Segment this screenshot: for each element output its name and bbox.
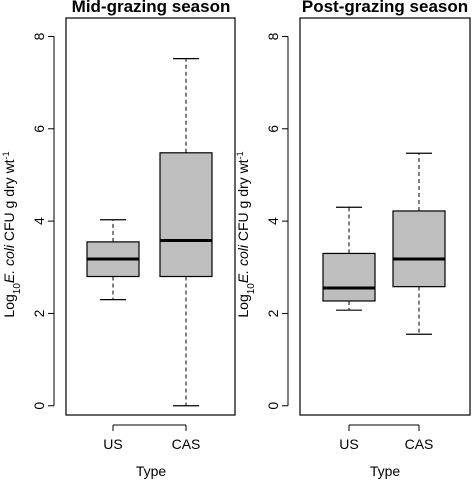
y-tick-label: 2 <box>31 309 47 317</box>
y-tick-label: 2 <box>265 309 281 317</box>
box-us <box>322 206 376 311</box>
box-cas <box>392 152 446 335</box>
chart-title: Mid-grazing season <box>72 0 231 16</box>
y-tick-label: 6 <box>265 125 281 133</box>
y-axis-label-subscript: 10 <box>12 283 23 295</box>
y-axis-label-unit: CFU g dry wt <box>1 159 17 245</box>
x-tick-label: CAS <box>405 436 434 452</box>
y-axis-label-unit: CFU g dry wt <box>235 159 251 245</box>
panel-mid-grazing: Mid-grazing season Type 0 2 4 6 8 US CAS Log10E… <box>1 0 236 479</box>
panel-post-grazing: Post-grazing season Type 0 2 4 6 8 US CAS Log10… <box>235 0 471 479</box>
plot-frame <box>299 17 471 416</box>
y-tick-label: 4 <box>31 217 47 225</box>
y-axis-label-prefix: Log <box>1 294 17 317</box>
y-tick-label: 0 <box>31 402 47 410</box>
y-axis-label: Log10E. coli CFU g dry wt-1 <box>235 151 257 317</box>
y-tick-label: 8 <box>31 32 47 40</box>
y-tick-label: 6 <box>31 125 47 133</box>
y-axis-label-superscript: -1 <box>235 151 245 159</box>
y-tick-label: 4 <box>265 217 281 225</box>
y-axis-label-subscript: 10 <box>246 283 257 295</box>
box-iqr <box>159 152 213 278</box>
box-iqr <box>322 252 376 302</box>
box-iqr <box>392 210 446 288</box>
x-tick-label: US <box>103 436 122 452</box>
plot-frame <box>65 17 236 416</box>
y-axis-label-organism: E. coli <box>235 244 251 283</box>
y-tick-label: 0 <box>265 402 281 410</box>
x-tick-label: CAS <box>172 436 201 452</box>
x-axis-label: Type <box>136 463 167 479</box>
y-tick-label: 8 <box>265 32 281 40</box>
x-tick-label: US <box>339 436 358 452</box>
y-axis-label-prefix: Log <box>235 294 251 317</box>
y-axis-label: Log10E. coli CFU g dry wt-1 <box>1 151 23 317</box>
box-cas <box>159 58 213 407</box>
x-axis-label: Type <box>370 463 401 479</box>
y-axis-label-organism: E. coli <box>1 244 17 283</box>
y-axis-label-superscript: -1 <box>1 151 11 159</box>
chart-title: Post-grazing season <box>302 0 468 16</box>
box-us <box>86 219 140 301</box>
